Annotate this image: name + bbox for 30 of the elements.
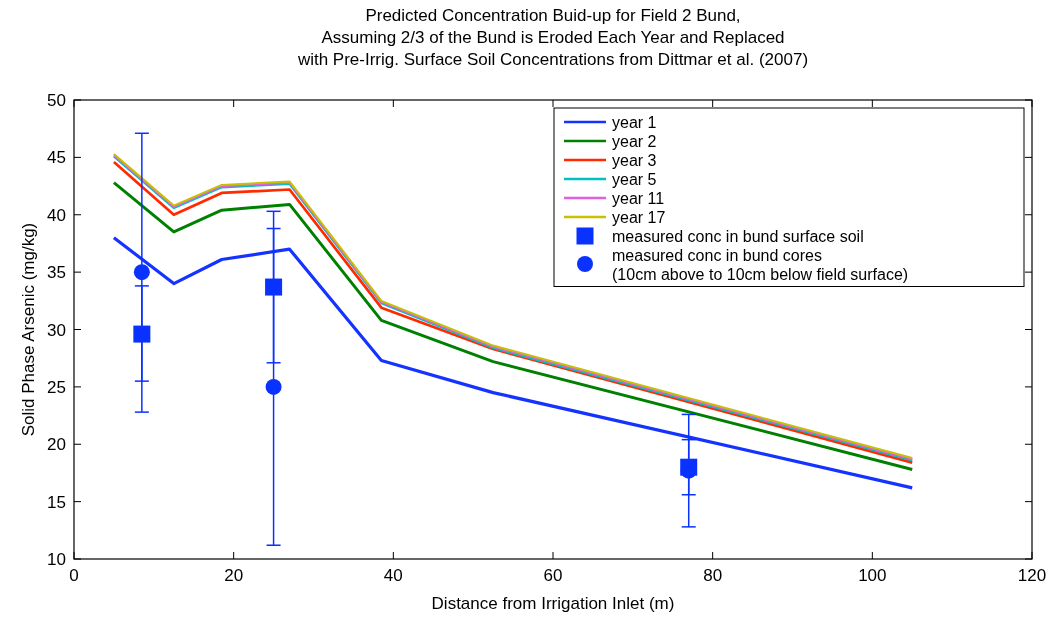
point [265, 378, 282, 395]
y-tick-label: 10 [47, 550, 66, 569]
point [133, 264, 150, 281]
legend-label: measured conc in bund cores (10cm above to 10cm below field surface) [612, 247, 909, 283]
legend-label: year 3 [612, 152, 657, 169]
y-tick-label: 25 [47, 377, 66, 397]
x-tick-label: 80 [703, 566, 723, 585]
y-tick-label: 40 [47, 205, 66, 225]
point [265, 278, 283, 296]
legend-label: measured conc in bund surface soil [612, 228, 864, 245]
legend-label: year 11 [612, 190, 665, 207]
legend-label: year 2 [612, 133, 657, 150]
y-tick-label: 35 [47, 263, 66, 283]
y-axis-title: Solid Phase Arsenic (mg/kg) [19, 222, 38, 437]
x-tick-label: 120 [1017, 566, 1047, 585]
x-tick-label: 0 [69, 566, 79, 585]
y-tick-label: 15 [47, 492, 66, 512]
y-tick-label: 50 [47, 91, 66, 110]
legend-label: year 5 [612, 171, 657, 188]
legend-label: year 1 [612, 114, 657, 131]
x-tick-label: 60 [543, 566, 563, 585]
x-axis-title: Distance from Irrigation Inlet (m) [431, 594, 675, 613]
chart-title: Predicted Concentration Buid-up for Field 2 Bund, Assuming 2/3 of the Bund is Eroded Each Year and Replaced with Pre-Irrig. Surface Soil Concentrations from Dittmar et al. (2007) [296, 6, 809, 69]
legend-label: year 17 [612, 209, 666, 226]
x-tick-label: 20 [224, 566, 244, 585]
x-tick-label: 100 [858, 566, 887, 585]
x-tick-label: 40 [383, 566, 403, 585]
y-tick-label: 30 [47, 320, 66, 340]
y-tick-label: 45 [47, 148, 66, 168]
y-tick-label: 20 [47, 435, 66, 455]
